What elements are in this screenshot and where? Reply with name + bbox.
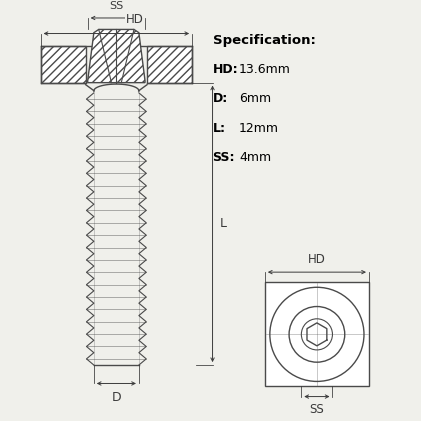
Text: 12mm: 12mm — [239, 122, 279, 135]
Text: SS: SS — [309, 403, 324, 416]
Polygon shape — [88, 29, 145, 83]
Text: 13.6mm: 13.6mm — [239, 63, 291, 76]
Text: L: L — [220, 217, 227, 230]
Text: SS:: SS: — [213, 152, 235, 165]
Text: L:: L: — [213, 122, 226, 135]
Polygon shape — [32, 23, 200, 389]
Polygon shape — [147, 46, 192, 83]
Bar — [265, 282, 369, 386]
Text: D:: D: — [213, 93, 228, 106]
Text: D: D — [112, 391, 121, 404]
Text: Specification:: Specification: — [213, 34, 315, 47]
Text: HD: HD — [308, 253, 326, 266]
Text: HD:: HD: — [213, 63, 238, 76]
Text: 6mm: 6mm — [239, 93, 271, 106]
Text: SS: SS — [109, 0, 123, 11]
Text: HD: HD — [126, 13, 144, 26]
Text: 4mm: 4mm — [239, 152, 271, 165]
Polygon shape — [41, 46, 85, 83]
